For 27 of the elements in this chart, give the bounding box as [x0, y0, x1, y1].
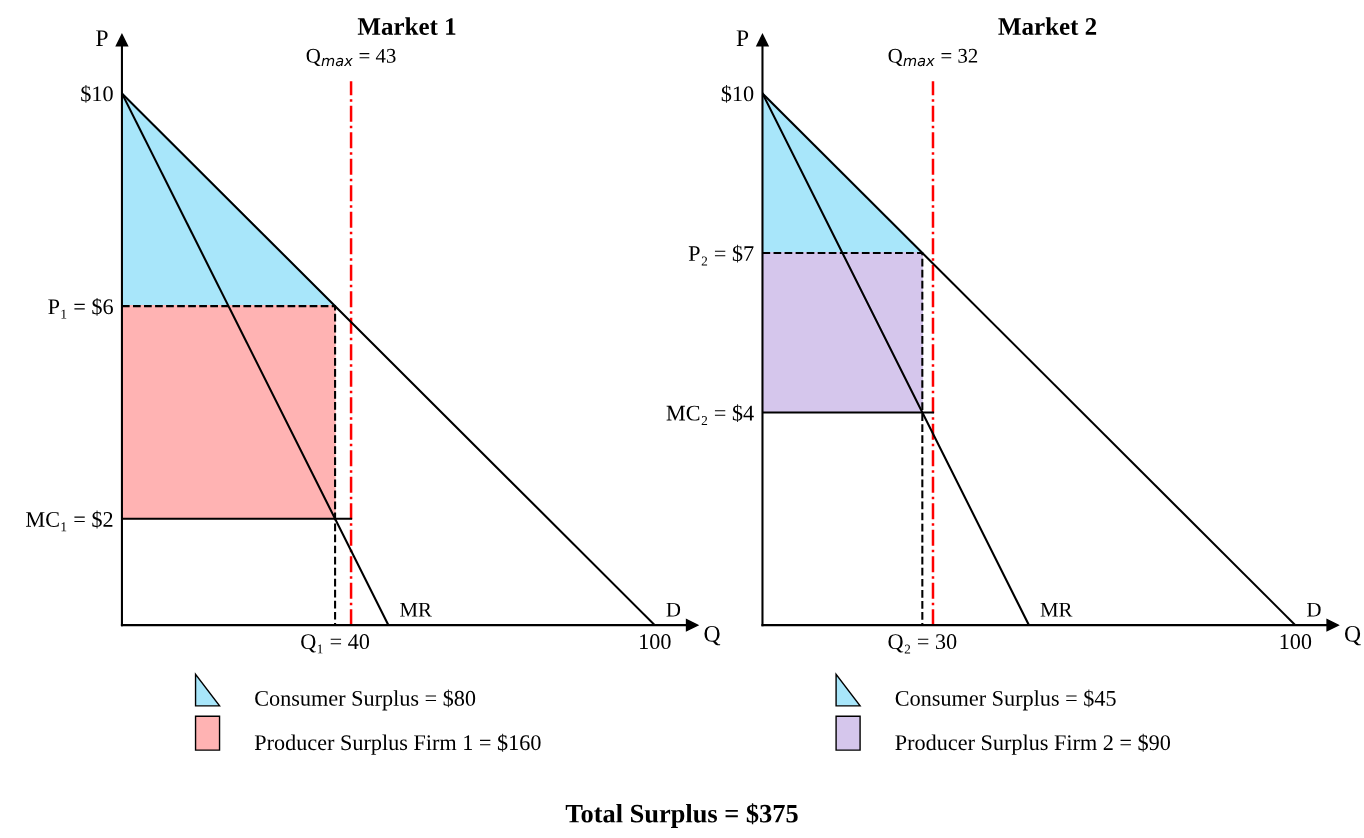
- y-axis-title: P: [736, 30, 749, 46]
- y-tick-label: $10: [721, 85, 754, 103]
- legend-label: Consumer Surplus = $45: [895, 689, 1116, 711]
- chart-title: Market 1: [357, 17, 456, 35]
- y-tick-label: $10: [81, 85, 113, 103]
- ref-line-label: Q$_{max}$ = 32: [888, 48, 978, 67]
- x-axis-title: Q: [1345, 625, 1361, 646]
- y-tick-label: MC₂ = $4: [666, 404, 754, 425]
- legend-label: Producer Surplus Firm 2 = $90: [895, 733, 1171, 755]
- y-tick-label: P₂ = $7: [688, 244, 754, 266]
- chart-title: Market 2: [998, 17, 1097, 35]
- series-label: D: [1307, 602, 1321, 617]
- y-axis-title: P: [96, 30, 108, 46]
- legend-label: Consumer Surplus = $80: [255, 689, 476, 711]
- series-label: MR: [1040, 602, 1073, 617]
- series-label: D: [666, 602, 681, 617]
- series-label: MR: [400, 602, 432, 617]
- ref-line-label: Q$_{max}$ = 43: [306, 48, 396, 67]
- x-tick-label: 100: [1280, 634, 1312, 650]
- legend-label: Producer Surplus Firm 1 = $160: [254, 733, 541, 755]
- x-tick-label: Q₁ = 40: [301, 634, 370, 654]
- y-tick-label: MC₁ = $2: [26, 510, 113, 532]
- x-tick-label: Q₂ = 30: [888, 634, 957, 654]
- x-axis-title: Q: [704, 625, 721, 646]
- text: Total Surplus = $375: [565, 803, 798, 828]
- x-tick-label: 100: [640, 634, 671, 650]
- y-tick-label: P₁ = $6: [48, 297, 113, 319]
